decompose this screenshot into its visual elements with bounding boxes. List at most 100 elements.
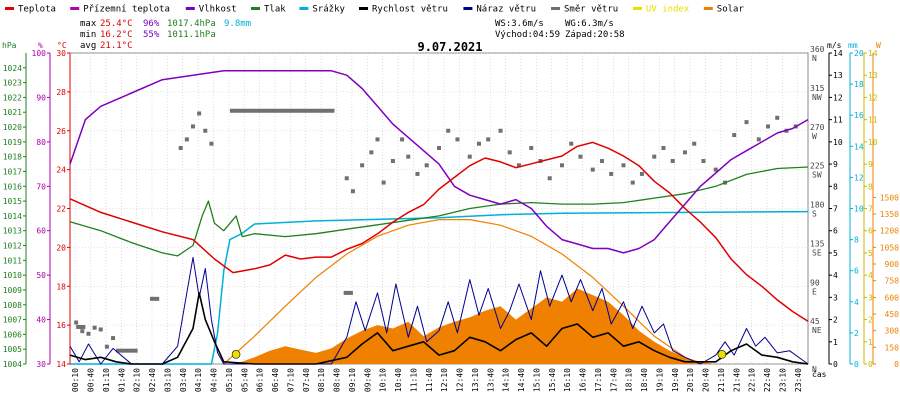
rain-axis: 0 2 4 6 8 10 12 14 16 18 20	[849, 49, 864, 369]
temperature-axis-label-1: 16	[56, 321, 66, 330]
direction-point-38	[578, 154, 583, 159]
pressure-axis-label-16: 1020	[3, 123, 22, 132]
uv-axis-label-4: 4	[868, 271, 873, 280]
x-tick-label-43: 21:40	[732, 368, 741, 392]
pressure-axis-label-17: 1021	[3, 108, 22, 117]
humidity-axis-label-5: 80	[36, 138, 46, 147]
x-tick-label-19: 09:40	[363, 368, 372, 392]
x-axis-label: čas	[812, 369, 827, 379]
uv-axis-label-6: 6	[868, 227, 873, 236]
direction-point-31	[507, 150, 512, 155]
solar-axis-label-3: 450	[885, 310, 900, 319]
stat-wind-speed: WS:3.6m/s	[495, 19, 544, 29]
direction-point-33	[529, 146, 534, 151]
direction-point-1	[80, 329, 85, 334]
pressure-runs	[76, 108, 353, 353]
direction-point-24	[437, 146, 441, 151]
direction-label-5: SW	[812, 171, 822, 180]
x-tick-label-26: 13:10	[471, 368, 480, 392]
solar-axis-label-0: 0	[894, 360, 899, 369]
uv-axis-label-0: 0	[868, 360, 873, 369]
direction-point-3	[92, 325, 97, 330]
legend-swatch-8	[633, 7, 642, 10]
x-tick-label-8: 04:10	[194, 368, 203, 392]
humidity-axis-label-0: 30	[36, 360, 46, 369]
x-tick-label-32: 16:10	[563, 368, 572, 392]
pressure-axis-label-13: 1017	[3, 167, 22, 176]
stat-max-temp: 25.4°C	[100, 19, 133, 29]
rain-axis-label-5: 10	[854, 205, 864, 214]
legend-label-7: Směr větru	[564, 5, 618, 15]
x-tick-label-13: 06:40	[271, 368, 280, 392]
direction-point-4	[98, 327, 103, 332]
direction-point-40	[599, 158, 604, 163]
uv-axis-label-2: 2	[868, 316, 873, 325]
humidity-axis-label-6: 90	[36, 93, 46, 102]
direction-point-41	[609, 171, 614, 176]
humidity-axis-label-7: 100	[32, 49, 47, 58]
x-tick-label-15: 07:40	[302, 368, 311, 392]
x-tick-label-0: 00:10	[71, 368, 80, 392]
direction-point-20	[400, 137, 405, 142]
humidity-axis-label-1: 40	[36, 316, 46, 325]
series-solar-theoretical	[223, 219, 701, 365]
direction-label-0: N	[812, 365, 817, 374]
legend-label-3: Tlak	[264, 5, 286, 15]
direction-point-23	[424, 163, 429, 168]
x-tick-label-20: 10:10	[379, 368, 388, 392]
direction-degree-6: 270	[810, 123, 825, 132]
stat-min-label: min	[80, 30, 96, 40]
x-tick-label-31: 15:40	[548, 368, 557, 392]
uv-point-1	[717, 350, 727, 359]
x-tick-label-36: 18:10	[625, 368, 634, 392]
series-wind-speed	[69, 292, 809, 365]
legend-swatch-6	[463, 7, 473, 10]
wind-axis-label-11: 11	[833, 116, 843, 125]
pressure-axis-label-19: 1023	[3, 79, 22, 88]
x-tick-label-12: 06:10	[256, 368, 265, 392]
x-tick-label-5: 02:40	[148, 368, 157, 392]
direction-point-18	[381, 180, 386, 185]
direction-point-8	[184, 137, 189, 142]
direction-point-19	[390, 158, 395, 163]
x-tick-label-28: 14:10	[502, 368, 511, 392]
legend-swatch-3	[251, 7, 260, 10]
x-tick-label-2: 01:10	[102, 368, 111, 392]
direction-point-28	[476, 141, 481, 146]
direction-point-43	[630, 180, 635, 185]
direction-point-45	[652, 154, 657, 159]
x-tick-label-35: 17:40	[609, 368, 618, 392]
x-tick-label-29: 14:40	[517, 368, 526, 392]
x-tick-label-27: 13:40	[486, 368, 495, 392]
pressure-axis-label-8: 1012	[3, 242, 22, 251]
legend-swatch-1	[70, 7, 80, 10]
legend-label-4: Srážky	[312, 5, 345, 15]
stat-sunset: Západ:20:58	[565, 30, 625, 40]
direction-point-21	[406, 154, 411, 159]
uv-axis-label-1: 1	[868, 338, 873, 347]
solar-axis-label-10: 1500	[880, 193, 899, 202]
direction-point-13	[344, 176, 349, 181]
series-wind-direction	[74, 111, 798, 349]
direction-point-55	[756, 137, 761, 142]
rain-axis-label-1: 2	[854, 329, 859, 338]
legend-swatch-2	[185, 7, 195, 10]
temperature-axis-label-7: 28	[56, 88, 66, 97]
x-tick-label-33: 16:40	[579, 368, 588, 392]
pressure-axis-label-0: 1004	[3, 360, 22, 369]
x-tick-label-10: 05:10	[225, 368, 234, 392]
pressure-axis-label-6: 1010	[3, 271, 22, 280]
pressure-axis-label-20: 1024	[3, 64, 22, 73]
direction-point-0	[74, 320, 79, 325]
solar-axis-label-9: 1350	[880, 210, 899, 219]
stat-wind-gust: WG:6.3m/s	[565, 19, 614, 29]
rain-axis-label-6: 12	[854, 173, 864, 182]
direction-point-39	[590, 167, 595, 172]
solar-axis-label-4: 600	[885, 293, 900, 302]
x-tick-label-3: 01:40	[117, 368, 126, 392]
pressure-run-3	[229, 108, 255, 113]
direction-point-5	[104, 344, 109, 349]
direction-point-17	[375, 137, 380, 142]
direction-point-26	[455, 137, 460, 142]
